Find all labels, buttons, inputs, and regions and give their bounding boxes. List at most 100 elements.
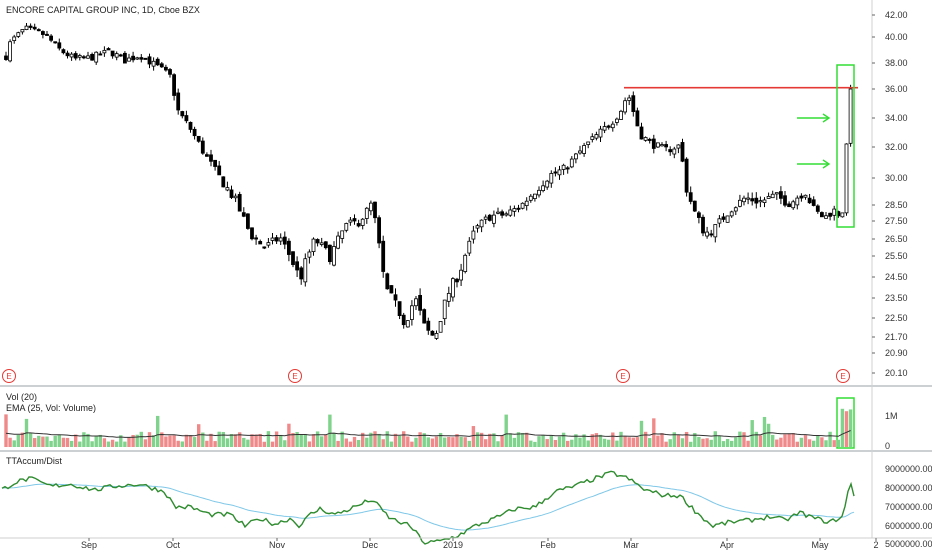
candle[interactable] [639,126,644,140]
volume-bar[interactable] [217,431,221,447]
candle[interactable] [549,173,554,184]
candle[interactable] [713,224,718,238]
volume-bar[interactable] [94,436,98,447]
candle[interactable] [467,240,472,254]
candle[interactable] [94,51,99,63]
volume-bar[interactable] [529,440,533,447]
candle[interactable] [729,211,734,217]
volume-bar[interactable] [828,431,832,447]
candle[interactable] [500,211,505,216]
candle[interactable] [16,32,21,37]
candle[interactable] [381,240,386,272]
candle[interactable] [163,66,168,71]
candle[interactable] [360,218,365,226]
volume-ema-line[interactable] [5,430,851,438]
volume-bar[interactable] [607,439,611,447]
candle[interactable] [791,201,796,209]
volume-bar[interactable] [582,434,586,447]
volume-bar[interactable] [623,436,627,447]
candle[interactable] [209,154,213,162]
candle[interactable] [783,195,787,206]
volume-bar[interactable] [488,433,492,447]
candle[interactable] [631,95,636,112]
candle[interactable] [344,223,349,231]
volume-bar[interactable] [41,436,45,447]
volume-bar[interactable] [525,432,529,447]
candle[interactable] [28,25,33,28]
volume-bar[interactable] [172,435,176,447]
candle[interactable] [545,180,550,188]
candle[interactable] [524,200,529,207]
candle[interactable] [106,48,111,51]
volume-bar[interactable] [192,437,197,447]
candle[interactable] [459,269,464,281]
candle[interactable] [656,142,660,148]
volume-bar[interactable] [561,432,566,447]
volume-bar[interactable] [119,435,123,447]
volume-bar[interactable] [512,437,517,447]
volume-bar[interactable] [414,437,418,447]
candle[interactable] [36,29,41,32]
candle[interactable] [319,242,324,245]
volume-bar[interactable] [557,436,562,447]
volume-bar[interactable] [762,416,767,447]
candle[interactable] [151,60,156,67]
candle[interactable] [147,56,152,65]
candle[interactable] [143,57,148,60]
candle[interactable] [307,251,312,258]
volume-bar[interactable] [553,439,558,447]
candle[interactable] [168,69,172,75]
candle[interactable] [569,158,574,168]
candle[interactable] [65,52,70,57]
candle[interactable] [717,218,722,224]
candle[interactable] [241,212,246,217]
candle[interactable] [24,25,29,31]
volume-bar[interactable] [397,435,402,447]
volume-bar[interactable] [197,424,201,447]
candle[interactable] [455,278,459,283]
volume-bar[interactable] [643,431,648,447]
candle[interactable] [426,320,431,331]
candle[interactable] [397,301,402,316]
volume-bar[interactable] [615,440,619,447]
volume-bar[interactable] [451,437,455,447]
candle[interactable] [311,238,316,253]
volume-bar[interactable] [147,432,152,447]
candle[interactable] [619,110,623,120]
candle[interactable] [450,278,455,298]
candle[interactable] [303,258,308,283]
volume-bar[interactable] [373,431,377,447]
candle[interactable] [53,41,58,44]
candle[interactable] [213,159,218,167]
volume-bar[interactable] [697,436,701,447]
volume-bar[interactable] [106,441,111,447]
volume-bar[interactable] [500,435,504,447]
candle[interactable] [102,49,107,54]
candle[interactable] [323,241,328,249]
volume-bar[interactable] [430,438,435,447]
candle[interactable] [262,246,267,249]
candle[interactable] [430,330,435,336]
volume-bar[interactable] [279,434,283,447]
candle[interactable] [250,227,254,240]
volume-bar[interactable] [115,441,119,447]
candle[interactable] [184,115,189,122]
candle[interactable] [643,137,648,141]
candle[interactable] [516,207,521,210]
candle[interactable] [127,57,131,62]
volume-bar[interactable] [779,437,783,447]
candle[interactable] [204,154,209,157]
volume-bar[interactable] [270,441,275,447]
volume-bar[interactable] [766,423,771,447]
volume-bar[interactable] [20,432,25,447]
candle[interactable] [701,216,705,234]
candle[interactable] [77,55,82,58]
volume-bar[interactable] [151,435,156,447]
volume-bar[interactable] [291,432,295,447]
accum-dist-lines[interactable] [1,470,855,545]
volume-bar[interactable] [139,431,143,447]
candle[interactable] [131,55,136,61]
volume-bar[interactable] [53,435,57,447]
volume-bar[interactable] [250,434,254,447]
